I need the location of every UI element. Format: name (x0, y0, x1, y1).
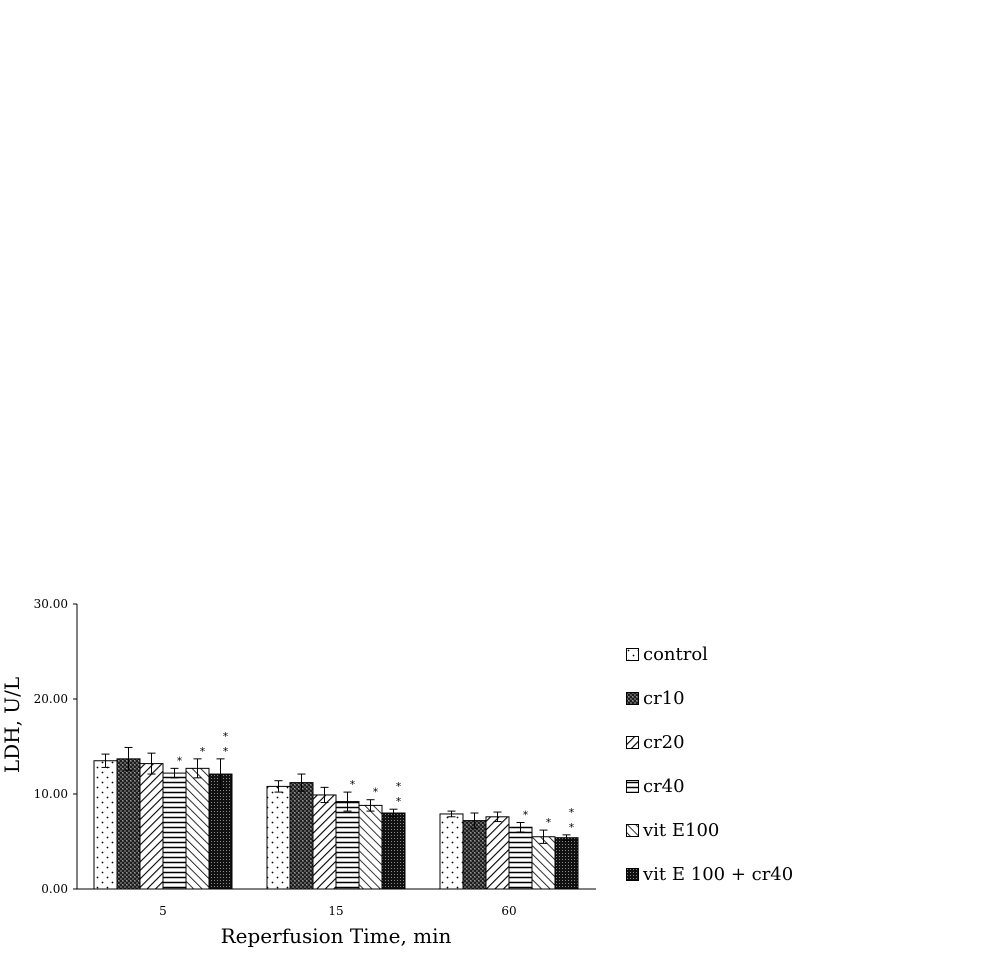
y-tick-label: 10.00 (34, 787, 68, 801)
legend-label: cr10 (643, 687, 685, 709)
bar (208, 773, 233, 890)
significance-star: * (523, 809, 529, 822)
significance-star: * (396, 795, 402, 808)
legend-swatch (626, 647, 639, 661)
bar (554, 837, 579, 890)
y-ticks: 0.00 10.00 20.00 30.00 (34, 597, 77, 896)
bar (289, 782, 314, 890)
x-tick-label: 15 (328, 904, 343, 918)
bar (162, 772, 187, 890)
y-axis-title: LDH, U/L (0, 677, 24, 773)
significance-star: * (223, 745, 229, 758)
significance-star: * (396, 780, 402, 793)
bar (508, 826, 533, 890)
bar (439, 813, 464, 890)
x-ticks: 5 15 60 (159, 904, 516, 918)
bar (531, 836, 556, 890)
error-bars (101, 746, 571, 844)
legend-label: control (643, 643, 708, 665)
legend-label: cr20 (643, 731, 685, 753)
significance-star: * (200, 745, 206, 758)
bar (266, 785, 291, 890)
bar (335, 801, 360, 890)
y-tick-label: 20.00 (34, 692, 68, 706)
legend-item: cr40 (626, 764, 793, 808)
legend-label: vit E100 (643, 819, 720, 841)
legend-swatch (626, 867, 639, 881)
x-tick-label: 60 (501, 904, 516, 918)
bar (358, 804, 383, 890)
bar (185, 767, 210, 890)
significance-star: * (569, 806, 575, 819)
bar (312, 794, 337, 890)
bar (116, 758, 141, 890)
legend-swatch (626, 735, 639, 749)
bar (485, 816, 510, 890)
significance-star: * (177, 754, 183, 767)
legend-item: cr20 (626, 720, 793, 764)
legend-label: cr40 (643, 775, 685, 797)
bars (93, 758, 579, 890)
significance-star: * (546, 816, 552, 829)
significance-star: * (373, 786, 379, 799)
bar (381, 812, 406, 890)
y-tick-label: 30.00 (34, 597, 68, 611)
legend-swatch (626, 779, 639, 793)
significance-star: * (350, 778, 356, 791)
legend-swatch (626, 691, 639, 705)
significance-marks: * * * * * * * * * * * * (177, 730, 575, 834)
legend-label: vit E 100 + cr40 (643, 863, 794, 885)
x-axis-title: Reperfusion Time, min (221, 924, 452, 948)
legend-item: vit E 100 + cr40 (626, 852, 793, 896)
bar (139, 763, 164, 890)
legend-item: vit E100 (626, 808, 793, 852)
y-tick-label: 0.00 (41, 882, 68, 896)
legend-item: control (626, 632, 793, 676)
legend-item: cr10 (626, 676, 793, 720)
legend-swatch (626, 823, 639, 837)
bar (462, 820, 487, 890)
bar (93, 760, 118, 890)
significance-star: * (569, 821, 575, 834)
x-tick-label: 5 (159, 904, 167, 918)
significance-star: * (223, 730, 229, 743)
legend: control cr10 cr20 cr40 vit E100 vit E 100 + c… (626, 632, 793, 896)
